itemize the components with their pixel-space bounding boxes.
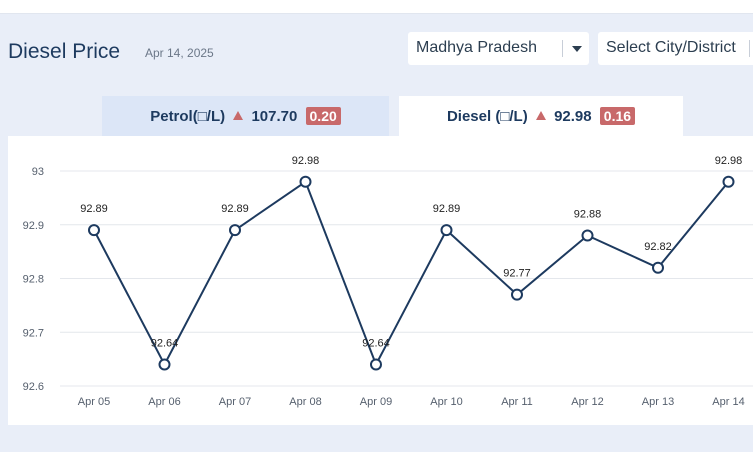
city-select-placeholder: Select City/District (606, 39, 736, 56)
top-strip (0, 0, 753, 14)
data-label: 92.77 (503, 268, 531, 280)
data-label: 92.89 (80, 203, 108, 215)
data-label: 92.64 (151, 338, 179, 350)
y-tick-label: 92.7 (23, 327, 44, 339)
city-select[interactable]: Select City/District (598, 32, 753, 65)
up-triangle-icon (233, 111, 244, 120)
y-tick-label: 92.9 (23, 220, 44, 232)
price-line-chart: 92.6 92.7 92.8 92.9 93 Apr 05 Apr 06 Apr 07 Apr … (23, 155, 753, 408)
data-label: 92.98 (292, 155, 320, 167)
data-point (440, 224, 453, 237)
state-select-value: Madhya Pradesh (416, 39, 537, 56)
data-label: 92.89 (221, 203, 249, 215)
data-point (88, 224, 100, 237)
x-tick-label: Apr 11 (501, 396, 533, 408)
x-tick-label: Apr 06 (148, 396, 180, 408)
tab-petrol[interactable]: Petrol(□/L) 107.70 0.20 (102, 96, 389, 136)
select-separator (749, 40, 750, 57)
tab-petrol-label: Petrol(□/L) (150, 108, 226, 125)
data-point (370, 358, 382, 371)
data-point (299, 175, 312, 188)
y-tick-label: 93 (32, 166, 44, 178)
tab-diesel-price: 92.98 (554, 108, 592, 125)
state-select[interactable]: Madhya Pradesh (408, 32, 589, 65)
data-label: 92.64 (362, 338, 390, 350)
select-separator (562, 40, 563, 57)
x-tick-label: Apr 14 (712, 396, 744, 408)
data-point (511, 288, 523, 301)
data-point (158, 358, 171, 371)
data-point (722, 175, 735, 188)
series-line (93, 180, 730, 367)
x-tick-label: Apr 09 (360, 396, 392, 408)
page-title: Diesel Price (8, 40, 121, 63)
data-label: 92.88 (574, 209, 602, 221)
data-label: 92.89 (433, 203, 461, 215)
chart-panel: 92.6 92.7 92.8 92.9 93 Apr 05 Apr 06 Apr 07 Apr … (8, 136, 753, 425)
tab-diesel-label: Diesel (□/L) (446, 108, 528, 125)
data-label: 92.82 (644, 241, 672, 253)
x-tick-label: Apr 13 (642, 396, 674, 408)
tab-petrol-change-badge: 0.20 (305, 107, 341, 125)
page-date: Apr 14, 2025 (145, 46, 214, 60)
x-tick-label: Apr 12 (571, 396, 603, 408)
x-tick-label: Apr 07 (219, 396, 251, 408)
x-tick-label: Apr 05 (78, 396, 110, 408)
tab-diesel[interactable]: Diesel (□/L) 92.98 0.16 (399, 96, 683, 136)
y-tick-label: 92.6 (23, 381, 44, 393)
data-point (229, 224, 241, 237)
caret-down-icon[interactable] (572, 46, 582, 52)
x-tick-label: Apr 08 (289, 396, 321, 408)
y-tick-label: 92.8 (23, 274, 44, 286)
tab-diesel-change-badge: 0.16 (599, 107, 636, 125)
x-tick-label: Apr 10 (430, 396, 462, 408)
up-triangle-icon (535, 111, 546, 120)
data-point (652, 261, 664, 274)
tab-petrol-price: 107.70 (251, 108, 298, 125)
data-label: 92.98 (715, 155, 743, 167)
data-point (581, 229, 594, 242)
